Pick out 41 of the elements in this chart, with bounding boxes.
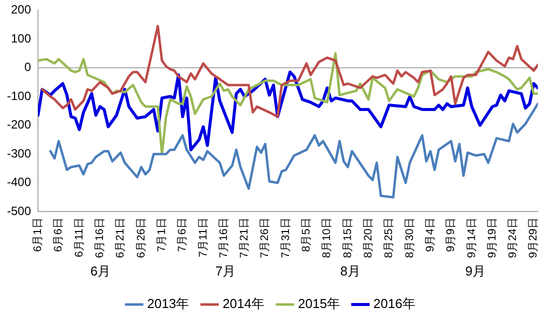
y-tick-label: -400 — [6, 175, 32, 190]
x-tick-label: 6月1日 — [32, 218, 44, 252]
x-tick-label: 9月9日 — [445, 218, 458, 252]
y-tick-label: -300 — [6, 146, 32, 160]
legend-label: 2016年 — [373, 296, 416, 312]
text: 8月 — [340, 264, 361, 279]
x-tick-label: 6月26日 — [135, 218, 148, 258]
text: 7月 — [215, 264, 236, 279]
text: 6月 — [90, 264, 111, 279]
y-tick-label: -100 — [6, 88, 32, 103]
x-tick-label: 8月30日 — [404, 218, 416, 258]
x-tick-label: 9月19日 — [486, 218, 498, 258]
legend-label: 2015年 — [298, 296, 340, 312]
x-tick-label: 7月21日 — [238, 218, 251, 258]
x-tick-label: 8月10日 — [321, 218, 334, 258]
x-tick-label: 6月6日 — [52, 218, 65, 252]
x-tick-label: 7月26日 — [259, 218, 272, 258]
legend-label: 2013年 — [147, 296, 190, 312]
x-tick-label: 8月20日 — [362, 218, 375, 258]
x-tick-label: 9月4日 — [424, 218, 436, 252]
legend-label: 2014年 — [222, 296, 264, 312]
x-tick-label: 8月15日 — [342, 218, 354, 258]
x-tick-label: 9月29日 — [528, 218, 540, 258]
x-tick-label: 7月1日 — [156, 218, 168, 252]
x-tick-label: 6月21日 — [114, 218, 127, 258]
x-tick-label: 6月16日 — [94, 218, 106, 258]
x-tick-label: 7月6日 — [176, 218, 189, 252]
y-tick-label: -500 — [6, 204, 32, 218]
x-tick-label: 8月25日 — [383, 218, 396, 258]
x-tick-label: 7月31日 — [280, 218, 292, 258]
x-tick-label: 9月24日 — [507, 218, 520, 258]
text: 9月 — [465, 264, 486, 279]
y-tick-label: 200 — [10, 2, 32, 17]
x-tick-label: 7月16日 — [218, 218, 230, 258]
x-tick-label: 6月11日 — [73, 218, 86, 258]
y-tick-label: 100 — [10, 31, 32, 46]
x-tick-label: 8月5日 — [300, 218, 313, 252]
x-tick-label: 7月11日 — [197, 218, 210, 258]
y-tick-label: 0 — [24, 60, 32, 74]
x-tick-label: 9月14日 — [466, 218, 478, 258]
y-tick-label: -200 — [6, 118, 32, 132]
